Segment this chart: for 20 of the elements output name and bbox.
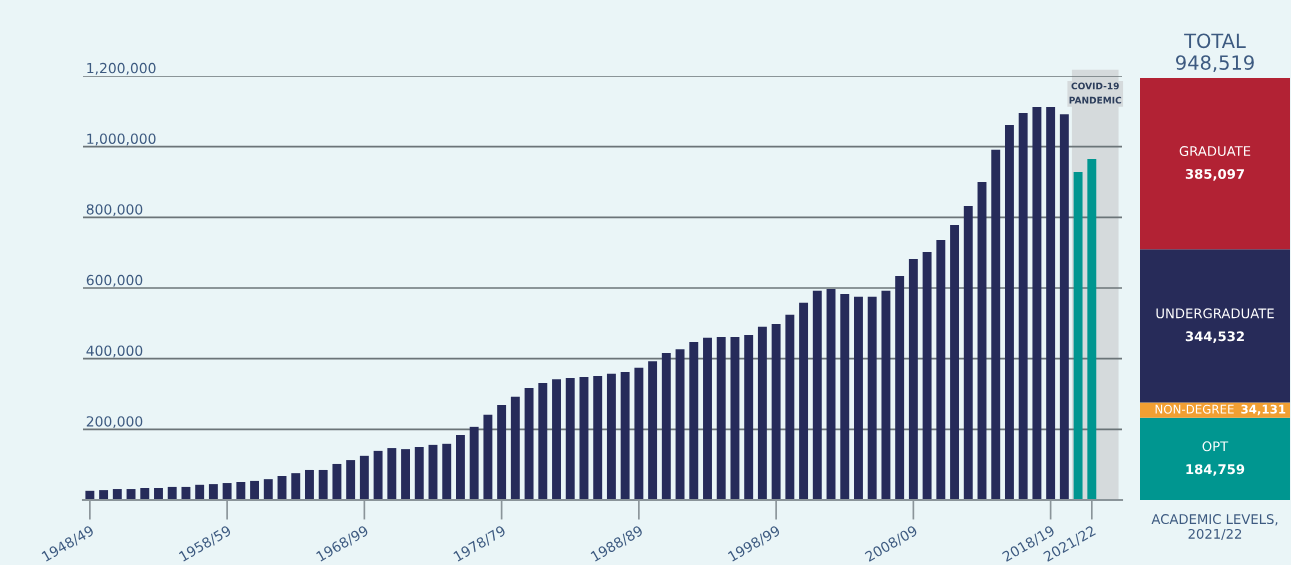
- series-label: NON-DEGREE: [1155, 404, 1234, 414]
- bar: [1140, 78, 1290, 250]
- y-tick-label: 200,000: [86, 416, 143, 429]
- y-tick-label: 800,000: [86, 204, 143, 217]
- data-label: 34,131: [1241, 404, 1286, 416]
- series-label: GRADUATE: [1179, 146, 1251, 157]
- annotation: COVID-19 PANDEMIC: [1069, 82, 1122, 104]
- bar: [1140, 249, 1290, 403]
- y-tick-label: 400,000: [86, 345, 143, 358]
- chart-title: TOTAL 948,519: [1176, 33, 1254, 72]
- y-tick-label: 1,200,000: [87, 62, 156, 75]
- x-axis-title: ACADEMIC LEVELS, 2021/22: [1151, 514, 1278, 540]
- data-label: 344,532: [1185, 331, 1244, 343]
- series-label: OPT: [1202, 441, 1229, 452]
- series-label: UNDERGRADUATE: [1156, 308, 1274, 319]
- data-label: 184,759: [1186, 464, 1245, 476]
- y-tick-label: 600,000: [86, 274, 143, 287]
- bar: [1140, 417, 1290, 500]
- data-label: 385,097: [1185, 168, 1244, 181]
- y-tick-label: 1,000,000: [87, 133, 156, 146]
